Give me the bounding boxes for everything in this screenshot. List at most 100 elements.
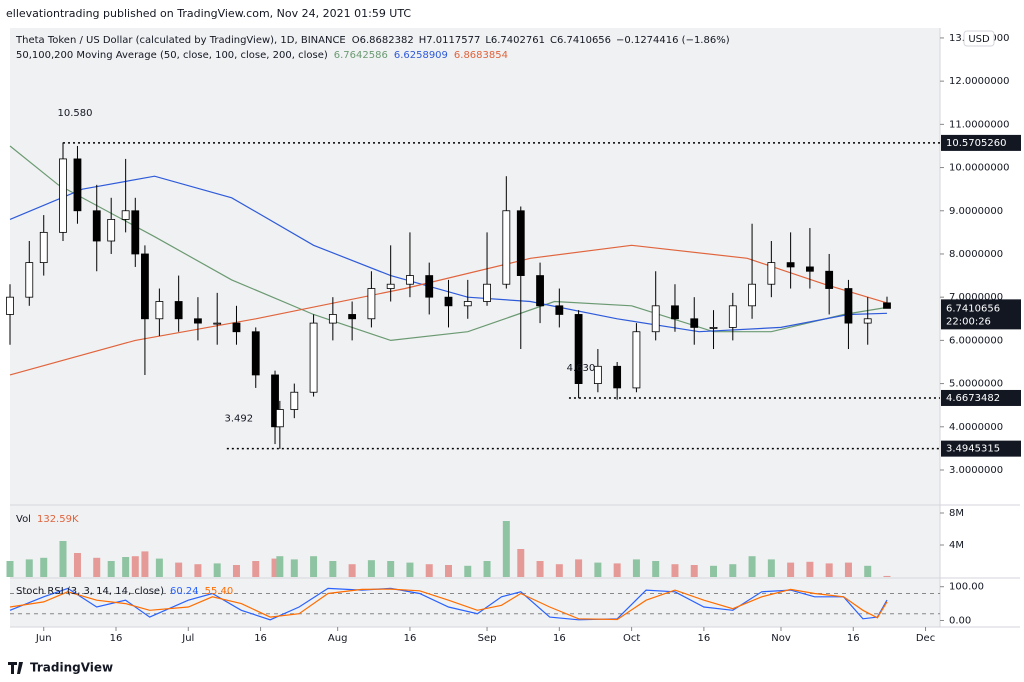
ma-value: 6.7642586 xyxy=(334,50,388,61)
ohlc-value: 7.0117577 xyxy=(426,35,480,46)
moving-average xyxy=(9,145,888,342)
logo xyxy=(8,662,23,674)
candle-body xyxy=(6,296,14,315)
candle-body xyxy=(121,210,130,220)
candle-body xyxy=(406,275,414,285)
level-label: 10.5705260 xyxy=(946,138,1006,149)
x-tick-label: 16 xyxy=(698,633,711,644)
volume-bar xyxy=(483,561,491,577)
volume-bar xyxy=(194,564,202,577)
x-tick-label: 16 xyxy=(553,633,566,644)
x-tick-label: Sep xyxy=(478,633,497,644)
candle-body xyxy=(232,322,241,333)
volume-bar xyxy=(107,561,115,577)
stoch-value: 60.24 xyxy=(170,586,199,597)
level-label-box xyxy=(941,389,1021,406)
x-tick-label: 16 xyxy=(404,633,417,644)
volume-bar xyxy=(252,561,260,577)
volume-bar xyxy=(806,561,814,577)
candle-body xyxy=(92,210,101,242)
volume-bar xyxy=(748,556,756,577)
y-tick-label: 5.0000000 xyxy=(949,379,1003,390)
candle-body xyxy=(805,266,814,272)
candle-body xyxy=(155,301,164,320)
level-label-box xyxy=(941,134,1021,151)
candle-body xyxy=(271,374,279,428)
candle-body xyxy=(502,210,511,285)
volume-bar xyxy=(40,557,48,577)
stoch-title: Stoch RSI (3, 3, 14, 14, close) xyxy=(16,586,164,597)
ohlc-value: 6.7410656 xyxy=(557,35,611,46)
x-tick-label: Oct xyxy=(623,633,640,644)
candle-body xyxy=(290,391,299,410)
candle-body xyxy=(574,314,583,384)
level-note: 10.580 xyxy=(58,108,93,119)
candle-body xyxy=(651,305,660,333)
candle-body xyxy=(194,318,202,324)
candle-body xyxy=(131,210,140,255)
volume-bar xyxy=(825,563,833,577)
price-label: 6.7410656 xyxy=(946,303,1000,314)
currency-box[interactable] xyxy=(963,30,995,47)
candle-body xyxy=(328,314,337,324)
volume-bar xyxy=(464,565,472,577)
change-label: −0.1274416 (−1.86%) xyxy=(616,35,730,46)
volume-bar xyxy=(93,557,101,577)
candle-body xyxy=(483,283,491,302)
y-tick-label: 100.00 xyxy=(949,582,984,593)
y-tick-label: 6.0000000 xyxy=(949,335,1003,346)
candle-body xyxy=(709,327,718,329)
candle-body xyxy=(107,219,116,242)
volume-bar xyxy=(444,565,452,577)
volume-bar xyxy=(131,556,139,577)
volume-bar xyxy=(271,558,279,577)
candle-body xyxy=(748,283,756,307)
candle-body xyxy=(367,288,376,320)
candle-body xyxy=(555,305,564,315)
level-label: 4.6673482 xyxy=(946,393,1000,404)
volume-bar xyxy=(729,564,737,577)
y-tick-label: 8M xyxy=(949,508,964,519)
x-tick-label: 16 xyxy=(847,633,860,644)
candle-body xyxy=(786,262,795,268)
volume-bar xyxy=(555,564,563,577)
candle-body xyxy=(141,253,149,320)
volume-bar xyxy=(6,561,14,577)
volume-bar xyxy=(25,559,33,577)
y-tick-label: 4.0000000 xyxy=(949,422,1003,433)
stoch-line xyxy=(9,588,888,621)
x-tick-label: Dec xyxy=(916,633,935,644)
ohlc-value: 6.8682382 xyxy=(360,35,414,46)
volume-bar xyxy=(787,562,795,577)
volume-bar xyxy=(613,563,621,577)
publisher-note: ellevationtrading published on TradingVi… xyxy=(6,7,411,20)
volume-bar xyxy=(502,521,510,577)
volume-bar xyxy=(594,562,602,577)
y-tick-label: 12.0000000 xyxy=(949,76,1009,87)
volume-bar xyxy=(310,556,318,577)
stoch-line xyxy=(9,587,888,621)
currency-label[interactable]: USD xyxy=(968,34,990,45)
volume-bar xyxy=(844,562,852,577)
ohlc-prefix: O xyxy=(352,35,360,46)
volume-bar xyxy=(290,559,298,577)
volume-bar xyxy=(387,561,395,577)
volume-bar xyxy=(276,556,284,577)
candle-body xyxy=(39,231,48,264)
stoch-legend: Stoch RSI (3, 3, 14, 14, close) 60.24 55.4… xyxy=(16,586,233,597)
moving-average xyxy=(9,244,888,376)
volume-pane xyxy=(10,505,940,578)
volume-legend: Vol 132.59K xyxy=(16,514,79,525)
y-tick-label: 0.00 xyxy=(949,615,971,626)
ma-title: 50,100,200 Moving Average (50, close, 10… xyxy=(16,50,328,61)
volume-bar xyxy=(367,560,375,577)
candle-body xyxy=(213,322,222,325)
candle-body xyxy=(463,301,472,307)
candle-body xyxy=(593,365,602,384)
x-tick-label: Jun xyxy=(35,633,52,644)
x-tick-label: Jul xyxy=(181,633,194,644)
volume-bar xyxy=(141,551,149,577)
candle-body xyxy=(444,296,453,307)
